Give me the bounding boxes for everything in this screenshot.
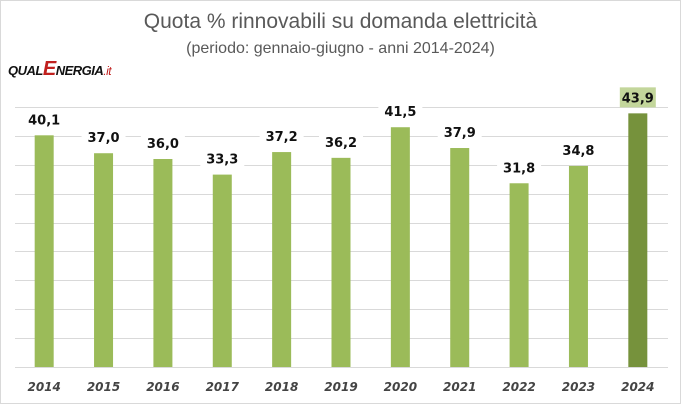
data-label-2023: 34,8	[562, 144, 594, 159]
logo-text-e: E	[42, 58, 56, 80]
logo-text-nergia: NERGIA	[55, 63, 104, 78]
bar-2017	[212, 174, 232, 367]
data-label-background	[319, 130, 363, 151]
bar-2024	[628, 113, 648, 367]
x-tick-2023: 2023	[562, 380, 595, 394]
bar-2022	[509, 183, 529, 367]
data-label-background	[556, 138, 601, 159]
data-label-2021: 37,9	[444, 126, 476, 141]
x-tick-2024: 2024	[621, 380, 654, 394]
data-label-background	[437, 121, 482, 142]
data-label-2018: 37,2	[266, 130, 298, 145]
data-label-background	[378, 100, 423, 121]
bar-2016	[153, 159, 173, 367]
x-tick-2016: 2016	[146, 380, 179, 394]
x-tick-2017: 2017	[206, 380, 240, 394]
data-label-2022: 31,8	[503, 161, 535, 176]
bar-2014	[34, 135, 54, 367]
x-tick-2019: 2019	[324, 380, 357, 394]
data-label-2024: 43,9	[622, 91, 654, 106]
x-tick-2020: 2020	[384, 380, 417, 394]
x-tick-2021: 2021	[443, 380, 476, 394]
logo-text-qual: QUAL	[8, 63, 43, 78]
bar-2023	[568, 165, 588, 367]
data-label-2019: 36,2	[325, 136, 357, 151]
data-label-background	[497, 156, 542, 177]
data-label-2016: 36,0	[147, 137, 179, 152]
x-axis-ticks: 2014 2015 2016 2017 2018 2019 2020 2021 2022 2023…	[27, 380, 654, 394]
data-label-2014: 40,1	[28, 113, 60, 128]
data-label-2015: 37,0	[88, 131, 120, 146]
bars	[34, 113, 648, 367]
x-tick-2015: 2015	[87, 380, 120, 394]
x-tick-2022: 2022	[502, 380, 535, 394]
chart-subtitle: (periodo: gennaio-giugno - anni 2014-202…	[186, 40, 495, 57]
chart-title: Quota % rinnovabili su domanda elettrici…	[143, 10, 538, 33]
bar-2021	[450, 148, 470, 367]
highlight-label-background	[619, 87, 656, 108]
data-label-2017: 33,3	[206, 153, 238, 168]
x-tick-2018: 2018	[265, 380, 298, 394]
bar-2019	[331, 157, 351, 367]
data-label-background	[200, 147, 245, 168]
data-label-background	[22, 108, 67, 129]
qualenergia-logo: QUALENERGIA.it	[8, 58, 112, 81]
data-label-2020: 41,5	[384, 105, 416, 120]
x-tick-2014: 2014	[27, 380, 60, 394]
data-label-background	[140, 132, 185, 152]
bar-2018	[272, 152, 292, 367]
data-labels: 40,1 37,0 36,0 33,3 37,2 36,2 41,5 37,9 31,8 34,8…	[22, 87, 656, 177]
logo-text-it: .it	[103, 64, 112, 78]
bar-2015	[94, 153, 114, 367]
bar-2020	[390, 127, 410, 367]
data-label-background	[259, 125, 304, 146]
data-label-background	[81, 126, 126, 147]
